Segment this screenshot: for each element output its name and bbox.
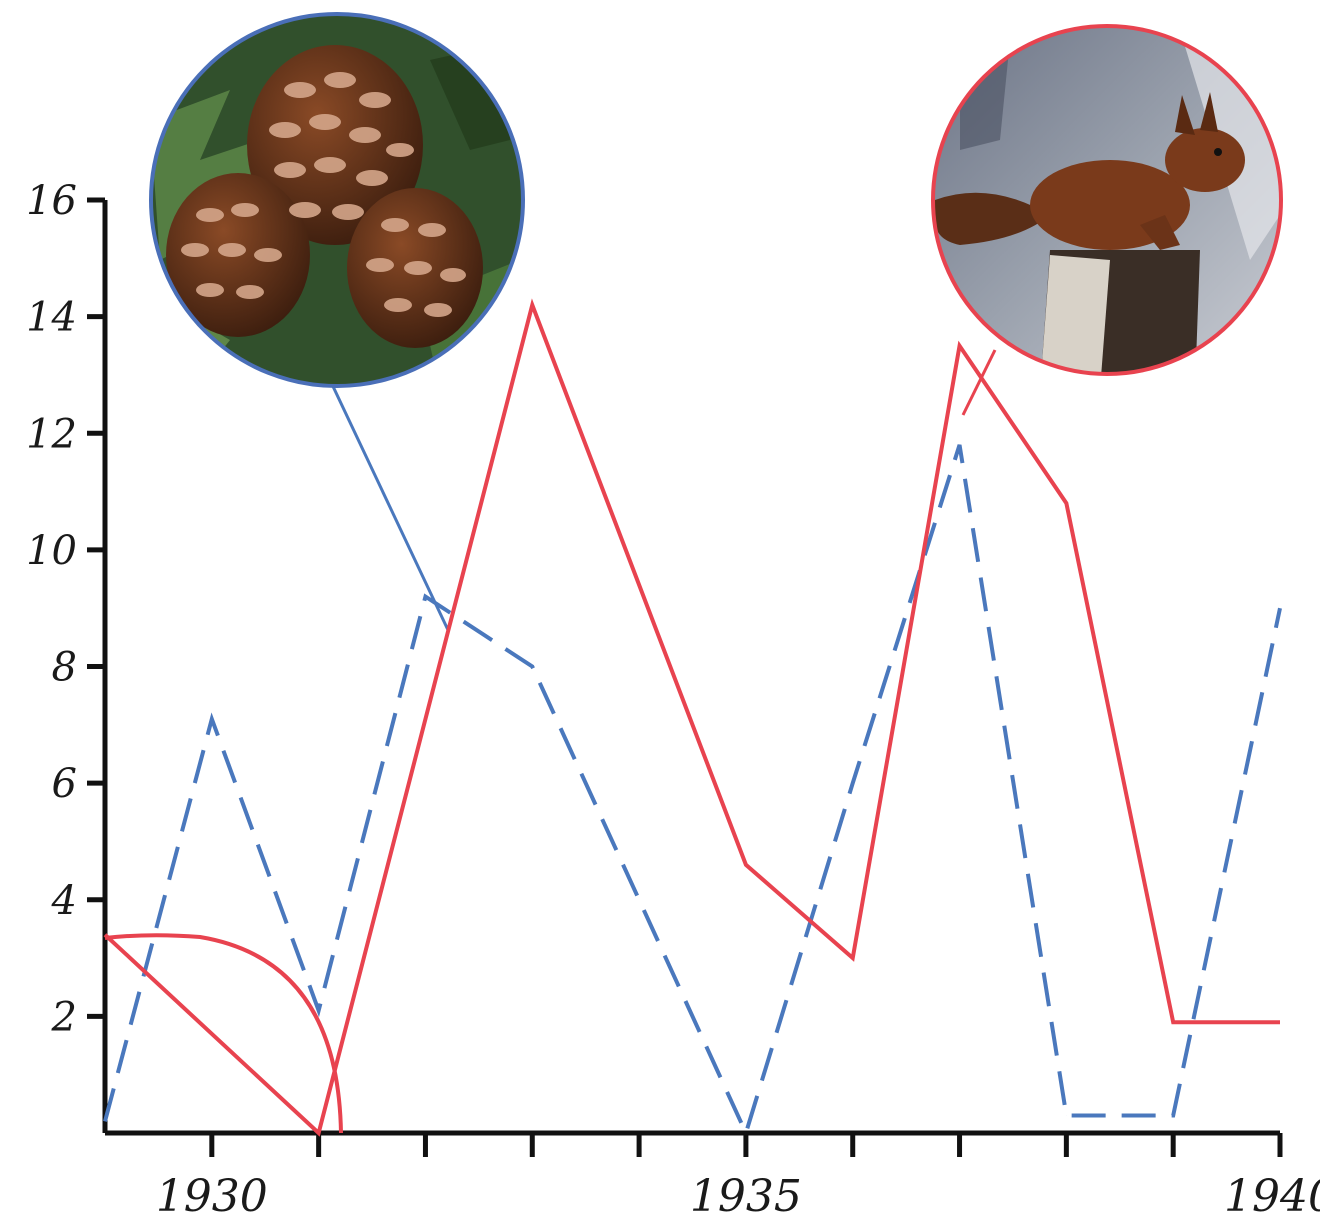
x-ticks: 1930 1935 1940: [156, 1133, 1320, 1222]
y-tick-label: 10: [26, 528, 77, 574]
y-tick-label: 14: [26, 295, 77, 341]
axes: 2 4 6 8 10 12 14 16 1930 1935 1940: [26, 178, 1320, 1222]
y-tick-label: 12: [26, 411, 77, 457]
y-tick-label: 6: [52, 761, 77, 807]
x-tick-label: 1940: [1224, 1171, 1320, 1222]
y-tick-label: 16: [26, 178, 77, 224]
y-ticks: 2 4 6 8 10 12 14 16: [26, 178, 105, 1040]
connectors: [104, 349, 997, 1134]
series-line-squirrels: [103, 298, 1280, 1137]
x-tick-label: 1935: [690, 1171, 802, 1222]
y-tick-label: 4: [51, 878, 77, 924]
squirrel-connector-line: [961, 349, 997, 416]
y-tick-label: 8: [52, 645, 77, 691]
pine-cone-connector-line: [328, 379, 450, 631]
series-layer: [103, 298, 1282, 1139]
pine-cones-photo: [149, 12, 525, 388]
series-line-cones: [103, 444, 1282, 1139]
y-tick-label: 2: [51, 994, 77, 1040]
x-tick-label: 1930: [156, 1171, 268, 1222]
squirrel-arc: [104, 933, 343, 1134]
red-squirrel-photo: [931, 24, 1283, 376]
